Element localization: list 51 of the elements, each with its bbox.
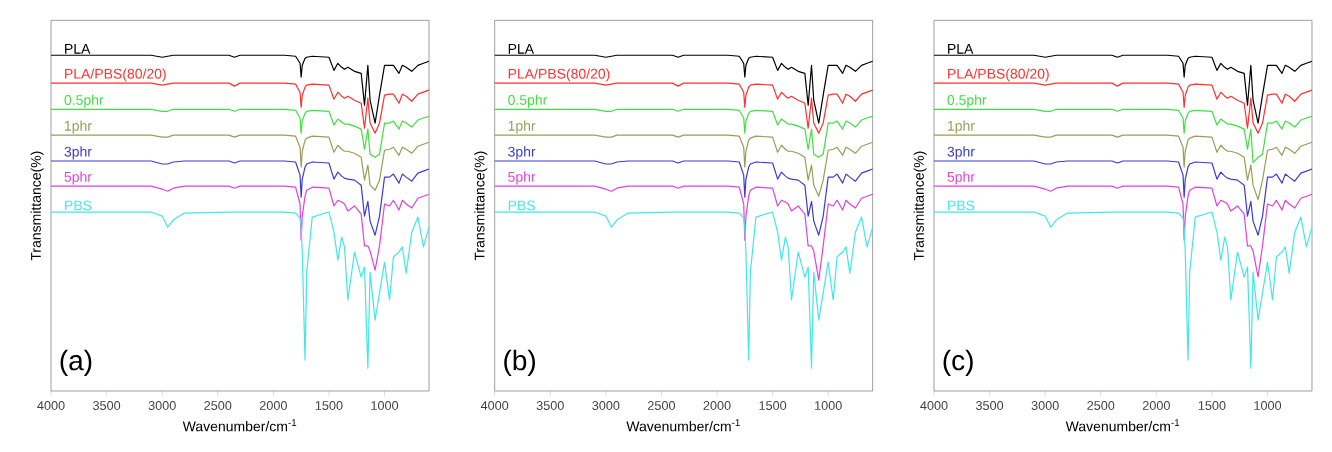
x-tick-label: 4000 — [37, 401, 65, 410]
series-label: PLA/PBS(80/20) — [508, 68, 610, 82]
series-label: 3phr — [64, 146, 92, 160]
series-label: PLA/PBS(80/20) — [948, 68, 1049, 82]
x-tick-label: 3000 — [148, 401, 176, 410]
series-label: PLA — [65, 44, 91, 54]
x-axis-title: Wavenumber/cm$^{-1}$ — [182, 419, 297, 432]
y-axis-title: Transmittance(%) — [30, 151, 44, 261]
x-tick-label: 2500 — [1087, 401, 1115, 410]
x-tick-label: 3500 — [536, 401, 564, 410]
x-tick-label: 2000 — [703, 401, 731, 410]
series-label: 0.5phr — [508, 94, 548, 108]
x-tick-label: 1500 — [315, 401, 343, 410]
x-tick-label: 3000 — [1031, 401, 1059, 410]
x-tick-label: 3500 — [92, 401, 121, 410]
series-label: 5phr — [508, 171, 536, 185]
series-label: 3phr — [508, 146, 536, 160]
series-label: 3phr — [947, 146, 975, 160]
series-label: 5phr — [64, 171, 92, 185]
y-axis-title: Transmittance(%) — [913, 151, 927, 261]
x-tick-label: 3000 — [592, 401, 620, 410]
series-label: PLA — [948, 44, 974, 54]
y-axis-title: Transmittance(%) — [474, 151, 488, 261]
series-label: 0.5phr — [64, 94, 104, 108]
x-tick-label: 3500 — [975, 401, 1004, 410]
x-tick-label: 2000 — [259, 401, 287, 410]
annotation: (b) — [504, 349, 535, 376]
series-label: PBS — [65, 200, 92, 211]
x-tick-label: 2500 — [204, 401, 232, 410]
series-label: 1phr — [65, 120, 92, 134]
series-label: PLA/PBS(80/20) — [65, 68, 166, 82]
x-tick-label: 2000 — [1142, 401, 1170, 410]
x-tick-label: 1000 — [815, 401, 842, 410]
x-tick-label: 1500 — [1198, 401, 1226, 410]
series-label: PLA — [508, 44, 535, 54]
x-tick-label: 4000 — [920, 401, 948, 410]
x-axis-title: Wavenumber/cm$^{-1}$ — [626, 419, 740, 432]
annotation: (c) — [943, 349, 973, 376]
x-tick-label: 4000 — [480, 401, 509, 410]
series-label: 1phr — [948, 120, 975, 134]
x-tick-label: 1000 — [371, 401, 399, 410]
x-tick-label: 1000 — [1254, 401, 1282, 410]
series-label: PBS — [948, 200, 975, 211]
series-label: 1phr — [508, 120, 536, 134]
series-label: 0.5phr — [947, 94, 987, 108]
x-tick-label: 1500 — [759, 401, 787, 410]
x-axis-title: Wavenumber/cm$^{-1}$ — [1065, 419, 1180, 432]
x-tick-label: 2500 — [647, 401, 676, 410]
annotation: (a) — [60, 349, 92, 376]
series-label: 5phr — [947, 171, 975, 185]
series-label: PBS — [508, 200, 535, 211]
